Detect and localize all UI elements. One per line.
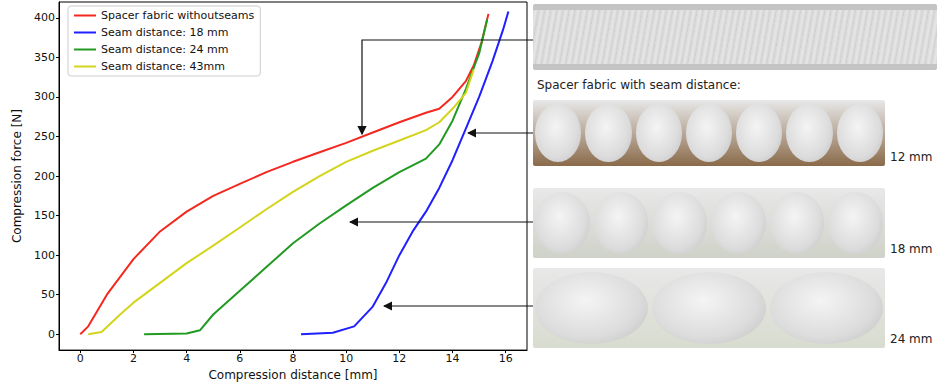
svg-text:4: 4: [183, 352, 190, 365]
svg-text:16: 16: [499, 352, 513, 365]
svg-text:350: 350: [34, 51, 55, 64]
svg-text:8: 8: [290, 352, 297, 365]
svg-text:200: 200: [34, 170, 55, 183]
svg-text:12: 12: [392, 352, 406, 365]
svg-text:10: 10: [339, 352, 353, 365]
svg-text:100: 100: [34, 249, 55, 262]
html-text:18 mm: 18 mm: [890, 242, 933, 256]
svg-text:0: 0: [77, 352, 84, 365]
html-text:24 mm: 24 mm: [890, 332, 933, 346]
svg-text:50: 50: [41, 288, 55, 301]
svg-text:0: 0: [48, 328, 55, 341]
svg-text:250: 250: [34, 130, 55, 143]
svg-text:Compression distance [mm]: Compression distance [mm]: [208, 368, 377, 382]
svg-text:Spacer fabric withoutseams: Spacer fabric withoutseams: [101, 9, 255, 22]
html-text:Spacer fabric with seam distan: Spacer fabric with seam distance:: [537, 78, 741, 92]
svg-text:Compression force [N]: Compression force [N]: [10, 109, 24, 243]
svg-text:400: 400: [34, 11, 55, 24]
svg-text:14: 14: [446, 352, 460, 365]
svg-text:2: 2: [130, 352, 137, 365]
svg-text:300: 300: [34, 90, 55, 103]
svg-text:150: 150: [34, 209, 55, 222]
svg-text:Seam distance: 43mm: Seam distance: 43mm: [101, 60, 225, 73]
svg-text:Seam distance: 18 mm: Seam distance: 18 mm: [101, 26, 228, 39]
html-text:12 mm: 12 mm: [890, 150, 933, 164]
svg-text:6: 6: [236, 352, 243, 365]
svg-text:Seam distance: 24 mm: Seam distance: 24 mm: [101, 43, 228, 56]
